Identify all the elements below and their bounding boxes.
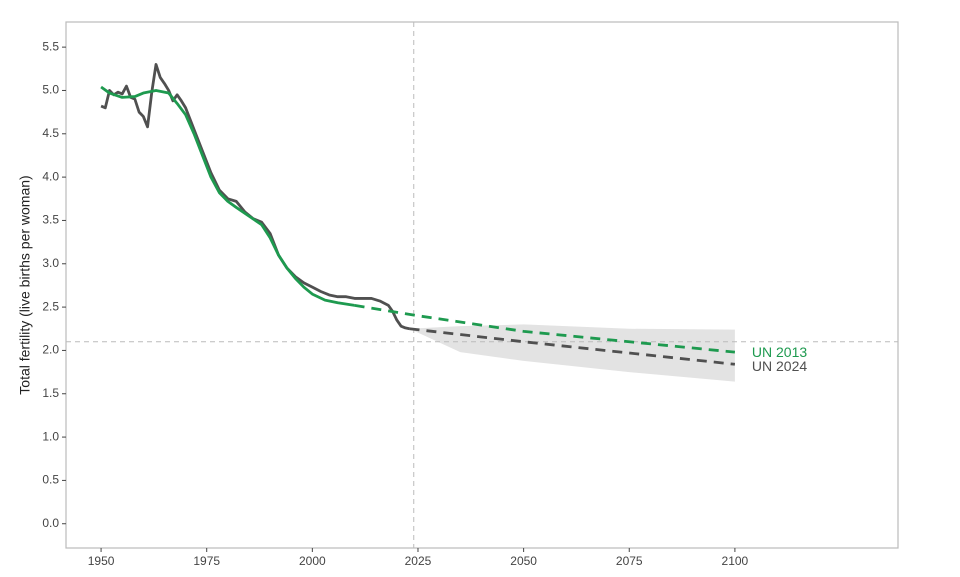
- projection-line: [409, 327, 736, 366]
- projection-line: [354, 303, 736, 354]
- x-tick-label: 2025: [405, 554, 432, 568]
- x-tick-label: 2100: [722, 554, 749, 568]
- y-tick-label: 4.5: [42, 126, 59, 140]
- y-tick-label: 5.0: [42, 83, 59, 97]
- series-label: UN 2013: [752, 344, 807, 360]
- y-tick-label: 4.0: [42, 169, 59, 183]
- y-tick-label: 2.0: [42, 343, 59, 357]
- x-tick-label: 2000: [299, 554, 326, 568]
- x-tick-label: 1975: [193, 554, 220, 568]
- y-tick-label: 1.0: [42, 429, 59, 443]
- y-tick-label: 2.5: [42, 299, 59, 313]
- y-tick-label: 3.0: [42, 256, 59, 270]
- uncertainty-band: [409, 324, 735, 382]
- x-tick-label: 1950: [88, 554, 115, 568]
- line: [100, 63, 410, 331]
- x-tick-label: 2050: [510, 554, 537, 568]
- x-tick-label: 2075: [616, 554, 643, 568]
- y-tick-label: 5.5: [42, 39, 59, 53]
- y-axis-title: Total fertility (live births per woman): [17, 175, 33, 394]
- y-tick-label: 3.5: [42, 213, 59, 227]
- series-label: UN 2024: [752, 358, 807, 374]
- y-tick-label: 1.5: [42, 386, 59, 400]
- y-tick-label: 0.5: [42, 473, 59, 487]
- y-tick-label: 0.0: [42, 516, 59, 530]
- line: [100, 85, 355, 307]
- plot-frame: [65, 21, 899, 549]
